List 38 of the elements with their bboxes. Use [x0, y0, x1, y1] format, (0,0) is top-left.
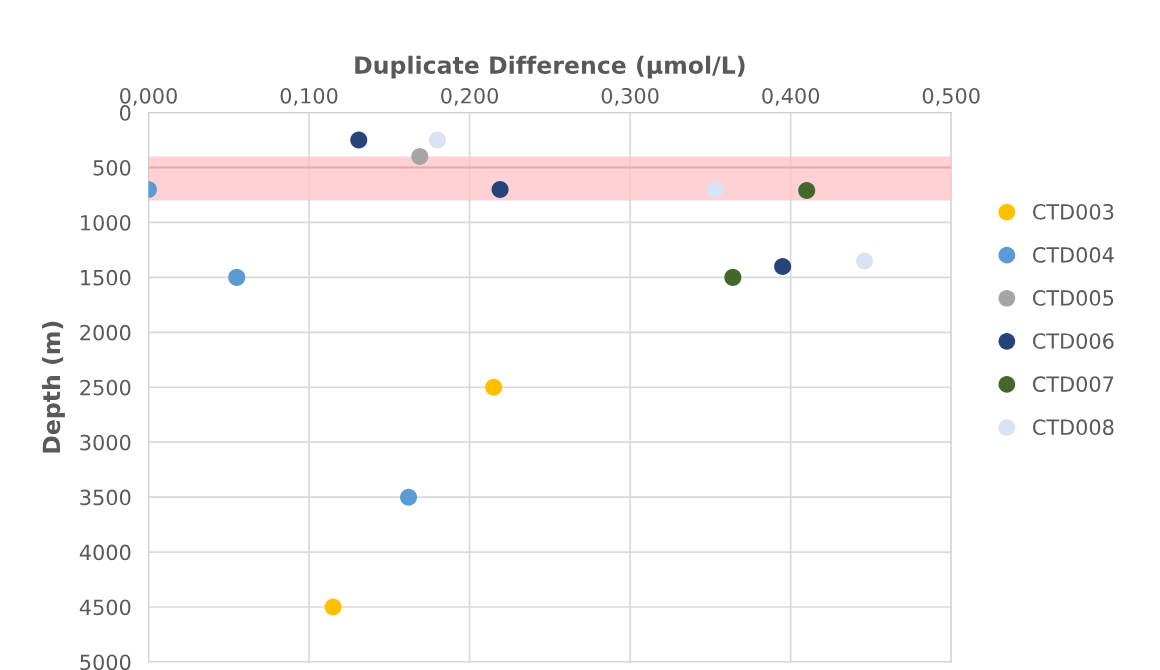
- legend-label: CTD008: [1033, 419, 1114, 436]
- y-tick-label: 500: [93, 159, 131, 176]
- point: [798, 182, 816, 200]
- y-tick-label: 3000: [80, 434, 131, 451]
- point: [324, 598, 342, 616]
- x-tick-label: 0,400: [762, 87, 820, 106]
- point: [724, 268, 742, 286]
- legend-label: CTD005: [1033, 290, 1114, 306]
- point: [485, 378, 503, 396]
- point: [411, 148, 429, 166]
- y-tick-label: 2000: [80, 324, 131, 341]
- y-tick-label: 4000: [79, 544, 131, 561]
- y-tick-label: 1500: [81, 269, 131, 286]
- point: [350, 131, 368, 149]
- y-tick-label: 4500: [79, 599, 131, 616]
- x-tick-label: 0,100: [280, 87, 338, 106]
- legend-label: CTD004: [1033, 247, 1114, 263]
- point: [706, 180, 724, 198]
- y-tick-label: 5000: [80, 654, 131, 670]
- point: [400, 488, 418, 506]
- y-axis-title: Depth (m): [42, 321, 65, 453]
- point: [228, 268, 246, 286]
- legend-label: CTD006: [1033, 333, 1114, 349]
- x-tick-label: 0,500: [922, 87, 980, 106]
- point: [774, 257, 792, 275]
- legend-label: CTD003: [1033, 203, 1114, 220]
- point: [856, 252, 874, 270]
- y-tick-label: 3500: [80, 489, 131, 506]
- y-tick-label: 1000: [81, 214, 131, 231]
- x-tick-label: 0,300: [601, 87, 659, 106]
- point: [491, 180, 509, 198]
- x-axis-title: Duplicate Difference (µmol/L): [355, 55, 745, 79]
- point: [428, 131, 446, 149]
- legend-label: CTD007: [1033, 376, 1114, 392]
- x-tick-label: 0,000: [120, 87, 177, 106]
- x-tick-label: 0,200: [441, 87, 499, 106]
- y-tick-label: 2500: [80, 379, 131, 396]
- y-tick-label: 0: [119, 105, 131, 121]
